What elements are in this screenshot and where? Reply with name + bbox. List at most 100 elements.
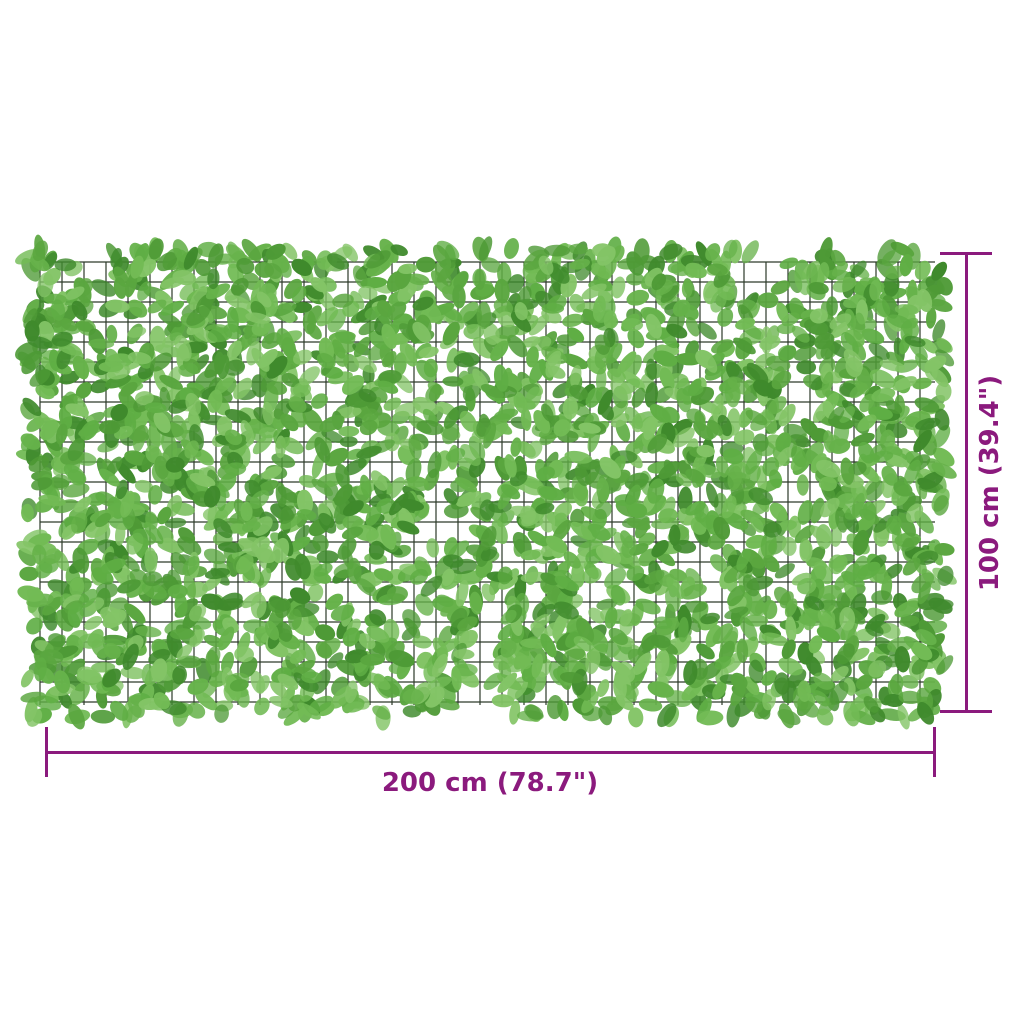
leaf [546, 695, 563, 720]
leaf [204, 356, 226, 378]
leaf [763, 555, 780, 573]
leaf [494, 278, 510, 304]
leaf [645, 313, 662, 339]
leaf [599, 456, 622, 479]
leaf [310, 277, 327, 293]
leaf [177, 536, 202, 556]
leaf [453, 649, 475, 660]
leaf [241, 238, 262, 262]
leaf [929, 299, 953, 312]
leaf [564, 450, 593, 464]
leaf [167, 584, 188, 599]
leaf [51, 474, 70, 491]
leaf [185, 392, 202, 416]
leaf [545, 535, 568, 554]
leaf [493, 298, 514, 316]
leaf [148, 485, 163, 505]
leaf [832, 554, 848, 573]
leaf [65, 286, 85, 300]
leaf [773, 586, 792, 606]
leaf [902, 557, 921, 576]
leaf [307, 583, 324, 602]
leaf [159, 374, 183, 390]
leaf [524, 386, 542, 410]
leaf [100, 606, 123, 624]
leaf [919, 471, 944, 490]
leaf [660, 285, 679, 303]
leaf [682, 600, 708, 613]
leaf [899, 254, 913, 277]
leaf [254, 697, 270, 716]
leaf [264, 263, 282, 279]
leaf [687, 378, 702, 396]
leaf [120, 490, 135, 518]
leaf [431, 653, 448, 678]
leaf [883, 273, 900, 297]
leaf [912, 377, 932, 390]
leaf [321, 429, 344, 443]
leaf [240, 501, 253, 522]
leaf [796, 360, 817, 375]
height-label: 100 cm (39.4") [975, 374, 1005, 592]
leaf [722, 448, 744, 465]
leaf [554, 575, 580, 592]
leaf [553, 419, 571, 437]
leaf [570, 364, 582, 388]
leaf [127, 326, 147, 338]
leaf [774, 563, 795, 579]
leaf [282, 242, 298, 260]
leaf [67, 602, 84, 627]
leaf [463, 323, 484, 340]
leaf [666, 576, 685, 600]
leaf [441, 568, 455, 587]
leaf [805, 557, 827, 570]
leaf [174, 335, 192, 362]
leaf [761, 632, 789, 646]
leaf [808, 282, 829, 295]
leaf [77, 666, 102, 684]
leaf [894, 600, 920, 618]
leaf [852, 312, 866, 341]
leaf [291, 286, 307, 304]
leaf [182, 556, 200, 576]
leaf [597, 679, 610, 698]
leaf [748, 659, 764, 684]
leaf [762, 456, 780, 477]
leaf [924, 355, 947, 372]
leaf [604, 567, 627, 589]
leaf [706, 482, 719, 508]
leaf [668, 524, 681, 546]
leaf [207, 389, 223, 413]
leaf [65, 403, 89, 417]
leaf [727, 465, 743, 491]
leaf [95, 582, 119, 599]
leaf [90, 709, 116, 724]
leaf [538, 486, 565, 501]
leaf [861, 328, 885, 345]
leaf [183, 246, 199, 270]
leaf [388, 650, 415, 668]
leaf [594, 334, 611, 355]
leaf [103, 643, 121, 659]
leaf [540, 572, 559, 586]
leaf [880, 622, 901, 639]
leaf [647, 433, 668, 454]
leaf [311, 393, 328, 409]
leaf [253, 626, 268, 647]
leaf [63, 463, 87, 484]
leaf [221, 651, 234, 674]
leaf [280, 413, 299, 432]
leaf [236, 257, 255, 275]
leaf [306, 323, 322, 340]
leaf [281, 372, 300, 388]
leaf [730, 683, 746, 706]
leaf [443, 408, 459, 429]
leaf [277, 673, 299, 691]
leaf [914, 397, 940, 413]
leaf [604, 606, 618, 629]
leaf [785, 615, 797, 642]
leaf [407, 273, 430, 286]
leaf [207, 469, 221, 491]
leaf [186, 305, 211, 326]
leaf [380, 524, 397, 549]
